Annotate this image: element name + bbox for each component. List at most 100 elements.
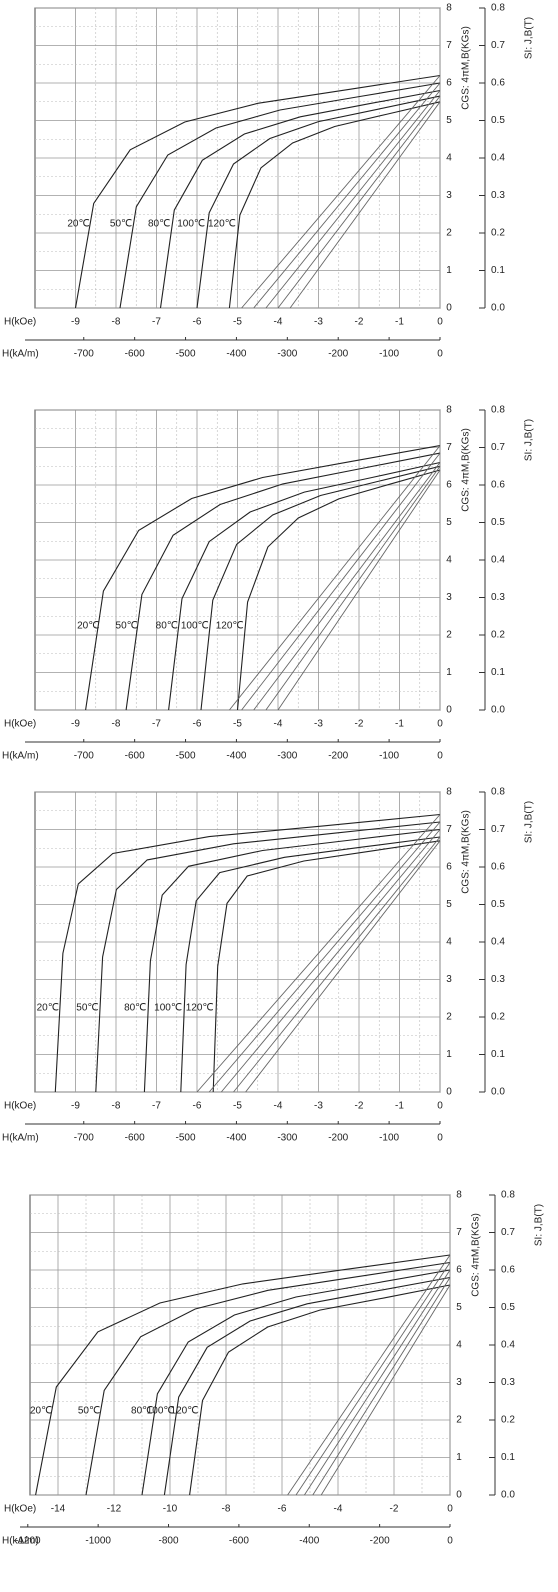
y-tick-label: 3 bbox=[446, 592, 452, 603]
y2-tick-label: 0.1 bbox=[491, 667, 505, 678]
curve-label: 120℃ bbox=[216, 621, 244, 632]
x-tick-label: -2 bbox=[390, 1504, 399, 1515]
x-tick-label: -5 bbox=[233, 719, 242, 730]
x2-tick-label: -300 bbox=[277, 751, 297, 762]
y-tick-label: 5 bbox=[446, 899, 452, 910]
y-tick-label: 6 bbox=[446, 480, 452, 491]
curve-label: 20℃ bbox=[67, 219, 89, 230]
y2-tick-label: 0.7 bbox=[491, 824, 505, 835]
y-tick-label: 4 bbox=[446, 153, 452, 164]
curve-label: 120℃ bbox=[171, 1406, 199, 1417]
x-tick-label: -8 bbox=[112, 1101, 121, 1112]
y2-tick-label: 0.5 bbox=[491, 517, 505, 528]
x-tick-label: -2 bbox=[355, 719, 364, 730]
y-tick-label: 6 bbox=[456, 1265, 462, 1276]
y2-tick-label: 0.3 bbox=[501, 1377, 515, 1388]
y-axis-title: CGS: 4πM,B(KGs) bbox=[461, 810, 472, 894]
x2-tick-label: -400 bbox=[226, 349, 246, 360]
y-tick-label: 3 bbox=[446, 190, 452, 201]
y-tick-label: 7 bbox=[446, 40, 452, 51]
j-curve bbox=[163, 1276, 451, 1496]
y2-tick-label: 0.1 bbox=[501, 1452, 515, 1463]
x-tick-label: -14 bbox=[51, 1504, 66, 1515]
j-curve bbox=[85, 1261, 451, 1496]
x2-tick-label: -100 bbox=[379, 349, 399, 360]
x-tick-label: -6 bbox=[278, 1504, 287, 1515]
curve-label: 20℃ bbox=[30, 1406, 52, 1417]
x2-tick-label: 0 bbox=[447, 1536, 453, 1547]
y2-tick-label: 0.0 bbox=[501, 1490, 515, 1501]
j-curve bbox=[35, 1254, 451, 1496]
y2-tick-label: 0.4 bbox=[491, 555, 505, 566]
y2-tick-label: 0.6 bbox=[501, 1265, 515, 1276]
curve-label: 50℃ bbox=[110, 219, 132, 230]
x-tick-label: -4 bbox=[334, 1504, 343, 1515]
x2-tick-label: -400 bbox=[299, 1536, 319, 1547]
x-tick-label: -9 bbox=[71, 719, 80, 730]
b-line bbox=[312, 1277, 451, 1496]
b-line bbox=[245, 840, 441, 1093]
j-curve bbox=[74, 74, 441, 309]
x2-tick-label: -500 bbox=[176, 349, 196, 360]
y-tick-label: 4 bbox=[446, 937, 452, 948]
y2-tick-label: 0.5 bbox=[491, 115, 505, 126]
y2-tick-label: 0.1 bbox=[491, 1049, 505, 1060]
x-tick-label: -6 bbox=[193, 1101, 202, 1112]
y-tick-label: 5 bbox=[446, 115, 452, 126]
b-line bbox=[289, 101, 441, 309]
x2-tick-label: -700 bbox=[74, 1133, 94, 1144]
x2-tick-label: -200 bbox=[328, 349, 348, 360]
x-tick-label: -7 bbox=[152, 719, 161, 730]
y-tick-label: 6 bbox=[446, 78, 452, 89]
curve-label: 80℃ bbox=[148, 219, 170, 230]
x2-axis-title: H(kA/m) bbox=[2, 1536, 39, 1547]
b-line bbox=[265, 90, 441, 309]
x2-tick-label: 0 bbox=[437, 1133, 443, 1144]
x-tick-label: 0 bbox=[437, 719, 443, 730]
j-curve bbox=[141, 1269, 451, 1496]
y-axis-title: CGS: 4πM,B(KGs) bbox=[461, 428, 472, 512]
x2-tick-label: -800 bbox=[159, 1536, 179, 1547]
x-tick-label: -4 bbox=[274, 317, 283, 328]
x2-tick-label: -1200 bbox=[15, 1536, 41, 1547]
y-tick-label: 7 bbox=[456, 1227, 462, 1238]
y-tick-label: 4 bbox=[446, 555, 452, 566]
y2-tick-label: 0.6 bbox=[491, 480, 505, 491]
y-tick-label: 2 bbox=[446, 1012, 452, 1023]
y-tick-label: 2 bbox=[446, 630, 452, 641]
j-curve bbox=[212, 840, 441, 1093]
x-tick-label: 0 bbox=[437, 317, 443, 328]
j-curve bbox=[54, 813, 441, 1093]
x-tick-label: -10 bbox=[163, 1504, 178, 1515]
y-tick-label: 8 bbox=[456, 1190, 462, 1201]
y2-tick-label: 0.4 bbox=[491, 153, 505, 164]
x-tick-label: 0 bbox=[437, 1101, 443, 1112]
x-tick-label: -6 bbox=[193, 317, 202, 328]
x2-tick-label: -300 bbox=[277, 1133, 297, 1144]
x-tick-label: -1 bbox=[395, 317, 404, 328]
y2-tick-label: 0.3 bbox=[491, 190, 505, 201]
j-curve bbox=[119, 82, 441, 309]
x-tick-label: -8 bbox=[112, 719, 121, 730]
curve-label: 80℃ bbox=[131, 1406, 153, 1417]
j-curve bbox=[85, 445, 441, 711]
x-axis-title: H(kOe) bbox=[4, 1504, 36, 1515]
y2-tick-label: 0.0 bbox=[491, 1087, 505, 1098]
x-tick-label: -12 bbox=[107, 1504, 122, 1515]
x-tick-label: -3 bbox=[314, 317, 323, 328]
y-tick-label: 1 bbox=[446, 667, 452, 678]
b-line bbox=[233, 836, 441, 1093]
x2-tick-label: -500 bbox=[176, 1133, 196, 1144]
curve-label: 80℃ bbox=[156, 621, 178, 632]
x-tick-label: -2 bbox=[355, 317, 364, 328]
b-line bbox=[265, 466, 441, 711]
y2-tick-label: 0.0 bbox=[491, 705, 505, 716]
curve-label: 50℃ bbox=[116, 621, 138, 632]
y2-tick-label: 0.8 bbox=[491, 405, 505, 416]
y2-tick-label: 0.8 bbox=[491, 787, 505, 798]
x-tick-label: 0 bbox=[447, 1504, 453, 1515]
j-curve bbox=[189, 1284, 451, 1496]
x2-tick-label: -600 bbox=[125, 751, 145, 762]
x2-tick-label: -400 bbox=[226, 751, 246, 762]
